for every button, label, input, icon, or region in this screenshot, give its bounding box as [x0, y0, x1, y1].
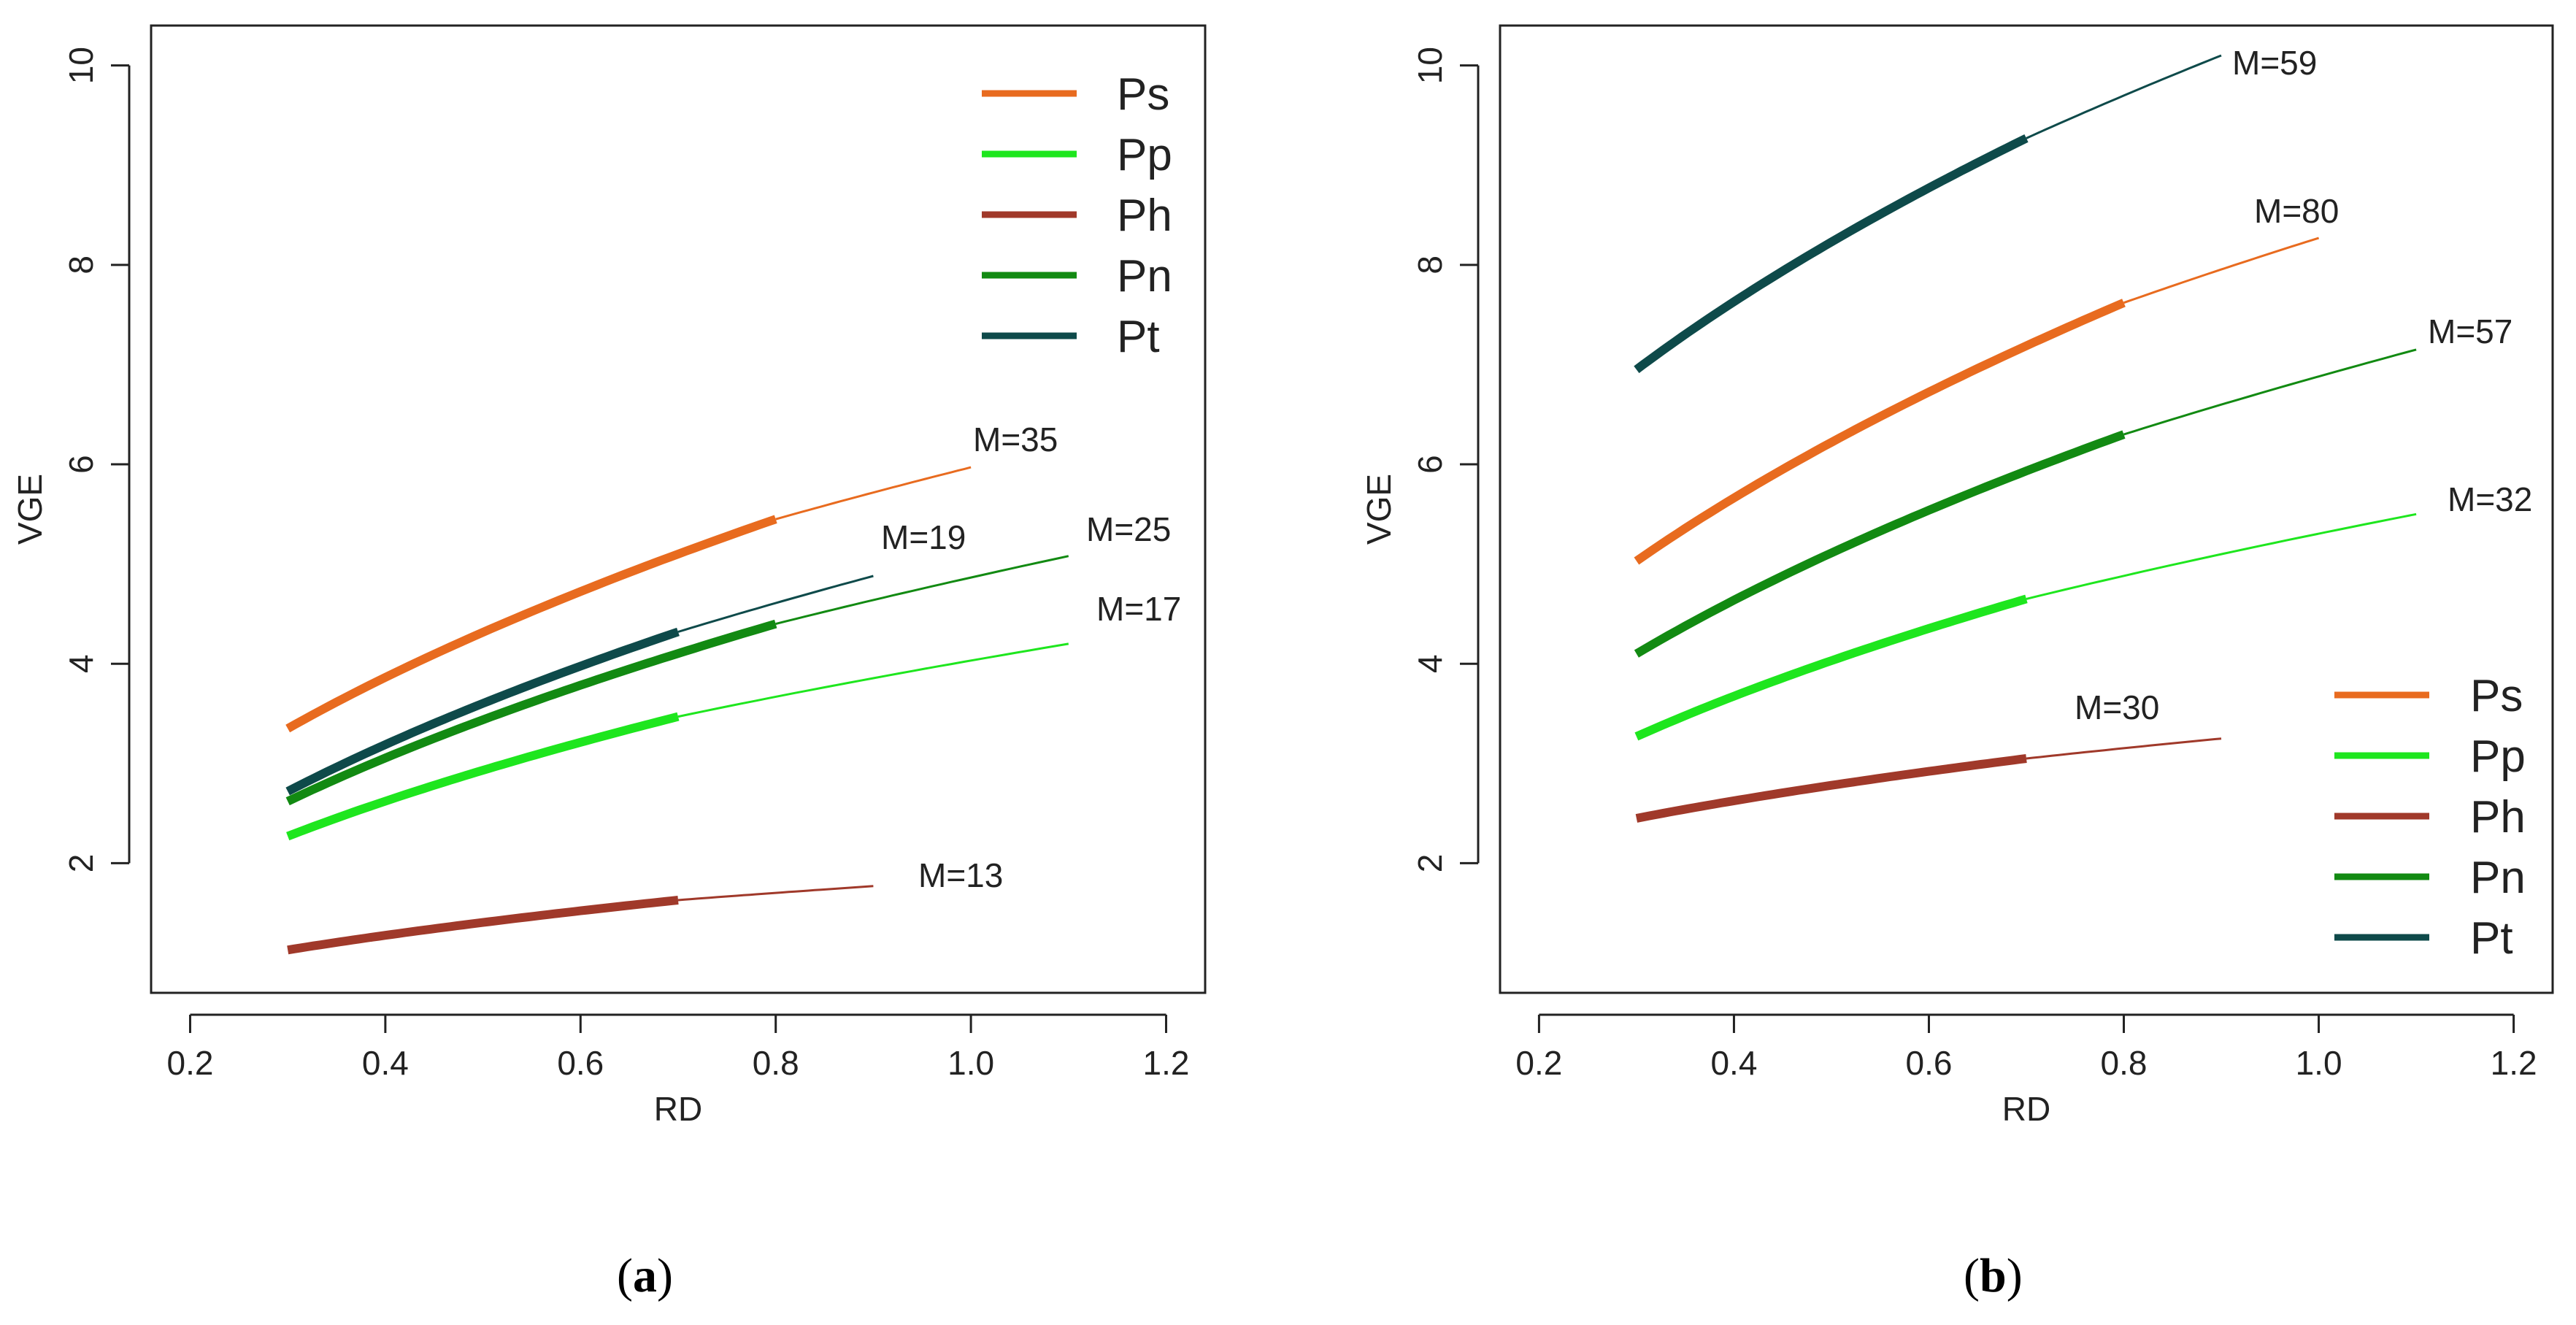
- y-tick-label: 2: [1411, 854, 1449, 873]
- x-tick-label: 0.6: [1906, 1044, 1953, 1082]
- legend-label-ph: Ph: [1117, 191, 1172, 241]
- chart-panel-a: 0.2 0.4 0.6 0.8 1.0 1.2 2 4 6 8 10 RD VGE M=35 Ps M=17 P…: [11, 24, 1207, 1128]
- legend-label-pp: Pp: [2470, 731, 2526, 782]
- legend-label-pn: Pn: [2470, 853, 2526, 903]
- y-tick-label: 8: [1411, 256, 1449, 274]
- series-line-ps: [1634, 299, 2126, 565]
- annotation-pt: M=59: [2232, 44, 2317, 82]
- annotation-pn: M=57: [2428, 312, 2512, 350]
- caption-a: (a): [617, 1249, 673, 1302]
- legend-label-pt: Pt: [1117, 312, 1160, 362]
- annotation-pp: M=17: [1096, 590, 1181, 628]
- series-line-ps-thin: [2123, 237, 2320, 304]
- x-axis-title: RD: [2002, 1090, 2050, 1128]
- series-line-pt-thin: [677, 575, 874, 633]
- x-tick-label: 0.6: [557, 1044, 604, 1082]
- annotation-ph: M=30: [2075, 688, 2159, 726]
- legend-label-ps: Ps: [2470, 671, 2523, 721]
- y-tick-label: 4: [1411, 654, 1449, 673]
- series-line-ph: [1635, 754, 2027, 823]
- x-tick-label: 0.8: [753, 1044, 799, 1082]
- series-line-ph-thin: [2026, 737, 2222, 760]
- annotation-ps: M=35: [973, 420, 1058, 458]
- plot-frame: [150, 24, 1207, 994]
- x-tick-label: 1.0: [2296, 1044, 2342, 1082]
- series-line-pp: [1634, 594, 2028, 741]
- x-tick-label: 0.2: [167, 1044, 214, 1082]
- annotation-ps: M=80: [2254, 192, 2339, 230]
- y-tick-label: 10: [62, 47, 100, 84]
- caption-b: (b): [1964, 1249, 2023, 1302]
- series-line-pn-thin: [2123, 348, 2417, 436]
- series-line-pn-thin: [775, 555, 1069, 626]
- legend-label-ps: Ps: [1117, 69, 1169, 120]
- x-tick-label: 1.2: [2491, 1044, 2537, 1082]
- legend-label-pp: Pp: [1117, 130, 1172, 180]
- y-tick-label: 4: [62, 654, 100, 673]
- series-line-pn: [1634, 430, 2126, 658]
- chart-panel-b: 0.2 0.4 0.6 0.8 1.0 1.2 2 4 6 8 10 RD VGE M=80 Ps M=32 P…: [1360, 24, 2554, 1128]
- series-line-ph: [287, 896, 679, 955]
- y-axis-title: VGE: [11, 474, 49, 545]
- series-line-ps-thin: [775, 466, 972, 521]
- annotation-pp: M=32: [2448, 480, 2532, 518]
- x-axis-title: RD: [654, 1090, 702, 1128]
- series-line-pp-thin: [677, 642, 1069, 718]
- series-line-pp: [286, 712, 680, 841]
- y-tick-label: 6: [62, 455, 100, 474]
- plot-frame: [1499, 24, 2554, 994]
- x-tick-label: 0.8: [2101, 1044, 2148, 1082]
- annotation-pn: M=25: [1086, 510, 1171, 548]
- x-tick-label: 0.4: [362, 1044, 409, 1082]
- series-line-pn: [285, 619, 777, 806]
- y-tick-label: 2: [62, 854, 100, 873]
- series-line-pt-thin: [2026, 54, 2222, 139]
- legend-label-pt: Pt: [2470, 913, 2513, 964]
- y-axis-title: VGE: [1360, 474, 1398, 545]
- legend-label-ph: Ph: [2470, 792, 2526, 842]
- legend-label-pn: Pn: [1117, 251, 1172, 302]
- annotation-ph: M=13: [918, 856, 1003, 894]
- x-tick-label: 1.0: [947, 1044, 994, 1082]
- series-line-ph-thin: [677, 885, 874, 902]
- series-line-pt: [1634, 134, 2029, 374]
- x-tick-label: 1.2: [1143, 1044, 1190, 1082]
- series-line-pp-thin: [2026, 512, 2417, 600]
- y-tick-label: 6: [1411, 455, 1449, 474]
- series-line-ps: [285, 515, 777, 733]
- annotation-pt: M=19: [881, 518, 966, 556]
- x-tick-label: 0.4: [1710, 1044, 1757, 1082]
- x-tick-label: 0.2: [1515, 1044, 1562, 1082]
- y-tick-label: 8: [62, 256, 100, 274]
- y-tick-label: 10: [1411, 47, 1449, 84]
- series-line-pt: [285, 627, 680, 796]
